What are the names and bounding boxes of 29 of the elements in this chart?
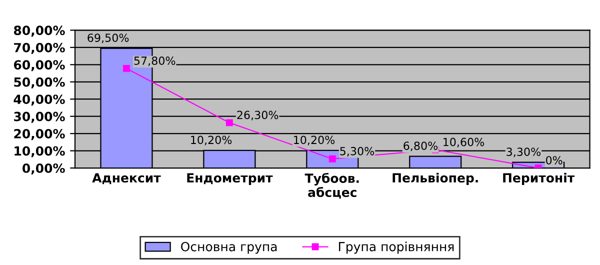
data-label: 3,30%: [506, 148, 540, 158]
data-label: 57,80%: [134, 56, 176, 66]
y-tick-label: 50,00%: [14, 77, 65, 88]
x-tick-label: Пельвіопер.: [392, 172, 478, 185]
data-label: 10,60%: [444, 138, 484, 148]
y-tick-label: 30,00%: [14, 112, 65, 123]
data-label: 69,50%: [88, 34, 129, 44]
x-tick-label: Перитоніт: [503, 172, 575, 185]
x-tick-label: Ендометрит: [187, 173, 273, 185]
point: [123, 64, 130, 72]
data-label: 6,80%: [404, 142, 438, 152]
y-tick-label: 80,00%: [14, 26, 65, 37]
x-tick-label: Аднексит: [92, 173, 161, 184]
y-tick-label: 60,00%: [14, 60, 65, 72]
y-tick-label: 0,00%: [22, 163, 65, 175]
x-tick-label: Тубоов. абсцес: [304, 172, 359, 199]
y-tick-label: 40,00%: [14, 94, 65, 106]
data-label: 10,20%: [191, 136, 232, 146]
point: [226, 119, 233, 126]
y-tick-label: 70,00%: [14, 42, 65, 54]
point: [328, 155, 336, 162]
y-tick-label: 10,00%: [14, 146, 65, 158]
data-label: 26,30%: [237, 110, 278, 120]
data-label: 5,30%: [340, 146, 374, 156]
data-label: 0%: [546, 156, 562, 164]
legend-label: Основна група: [181, 242, 277, 254]
data-label: 10,20%: [294, 136, 335, 146]
legend-label: Група порівняння: [338, 242, 454, 254]
y-tick-label: 20,00%: [14, 129, 65, 140]
